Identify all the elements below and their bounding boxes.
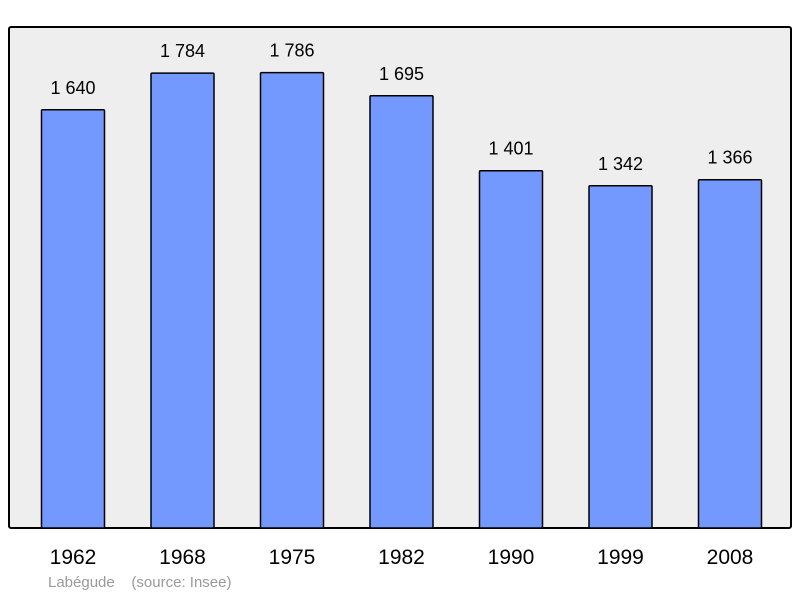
- source-note: Labégude (source: Insee): [48, 574, 231, 591]
- value-labels-group: 1 640 1 784 1 786 1 695 1 401 1 342 1 366: [50, 41, 752, 174]
- x-tick-1962: 1962: [50, 546, 97, 569]
- value-label-1962: 1 640: [50, 78, 95, 98]
- value-label-1990: 1 401: [488, 139, 533, 159]
- bar-1962: [40, 109, 106, 529]
- bar-1990: [478, 169, 544, 529]
- bar-1968: [150, 72, 215, 529]
- value-label-1975: 1 786: [269, 41, 314, 61]
- bar-1975: [259, 71, 325, 529]
- x-tick-1968: 1968: [159, 546, 206, 569]
- x-tick-2008: 2008: [707, 546, 754, 569]
- bar-2008: [697, 178, 763, 529]
- bar-1982: [369, 95, 434, 529]
- x-tick-1999: 1999: [597, 546, 644, 569]
- x-axis-tick-labels: 1962 1968 1975 1982 1990 1999 2008: [50, 546, 754, 569]
- bars-group: [40, 71, 763, 529]
- value-label-1968: 1 784: [160, 41, 205, 61]
- place-name: Labégude: [48, 574, 115, 591]
- x-tick-1975: 1975: [269, 546, 316, 569]
- bar-1999: [588, 185, 653, 529]
- source-text: (source: Insee): [131, 574, 232, 591]
- value-label-2008: 1 366: [707, 148, 752, 168]
- x-tick-1982: 1982: [378, 546, 425, 569]
- value-label-1982: 1 695: [379, 64, 424, 84]
- value-label-1999: 1 342: [598, 154, 643, 174]
- x-tick-1990: 1990: [488, 546, 535, 569]
